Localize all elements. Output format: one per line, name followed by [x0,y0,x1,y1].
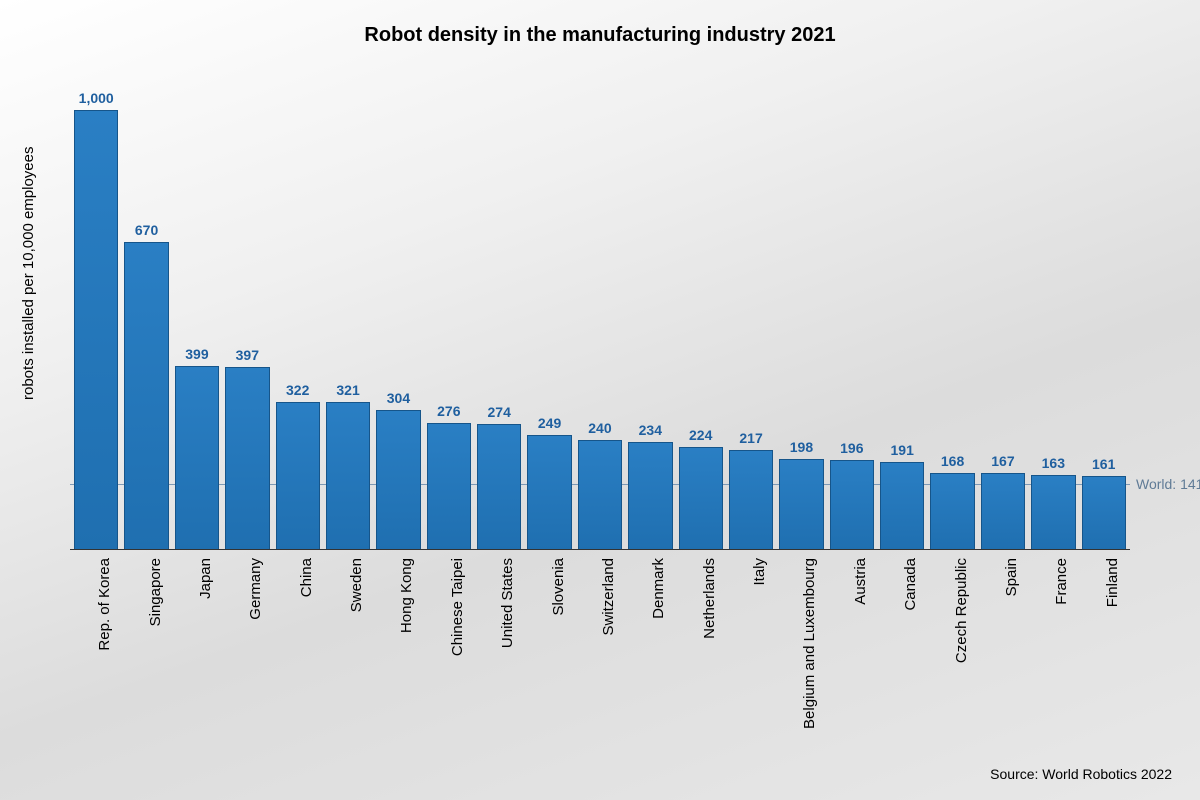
bar [427,423,471,550]
bar [1031,475,1075,550]
bar-value-label: 161 [1092,456,1115,472]
bar [679,447,723,550]
bar [578,440,622,550]
x-axis-label: Czech Republic [930,552,974,732]
x-axis-label: Italy [729,552,773,732]
bar-value-label: 198 [790,439,813,455]
bar [830,460,874,550]
bar [175,366,219,550]
bar-wrap: 321 [326,90,370,550]
bar-wrap: 1,000 [74,90,118,550]
x-axis-label: Sweden [326,552,370,732]
x-axis-label: Slovenia [527,552,571,732]
bar-value-label: 224 [689,427,712,443]
world-reference-label: World: 141 [1136,476,1200,492]
x-axis-label: Rep. of Korea [74,552,118,732]
bar-wrap: 274 [477,90,521,550]
y-axis-label: robots installed per 10,000 employees [20,147,37,401]
x-axis-label: Hong Kong [376,552,420,732]
x-axis-label: Spain [981,552,1025,732]
bar-wrap: 196 [830,90,874,550]
x-axis-label: Germany [225,552,269,732]
x-axis-label: China [276,552,320,732]
bar-wrap: 163 [1031,90,1075,550]
bar-wrap: 304 [376,90,420,550]
x-axis-label: Canada [880,552,924,732]
bar-value-label: 196 [840,440,863,456]
bar [225,367,269,550]
bar-wrap: 168 [930,90,974,550]
bar-value-label: 321 [336,382,359,398]
bar-value-label: 274 [488,404,511,420]
x-axis-label: Finland [1082,552,1126,732]
chart-title: Robot density in the manufacturing indus… [0,0,1200,47]
bar [527,435,571,550]
bar [729,450,773,550]
bar-value-label: 322 [286,382,309,398]
bar [74,110,118,550]
bar-value-label: 240 [588,420,611,436]
bar-wrap: 161 [1082,90,1126,550]
x-axis-label: Netherlands [679,552,723,732]
source-attribution: Source: World Robotics 2022 [990,766,1172,782]
x-axis-label: Japan [175,552,219,732]
bar-wrap: 249 [527,90,571,550]
bar-wrap: 397 [225,90,269,550]
bar-value-label: 1,000 [79,90,114,106]
bar [779,459,823,550]
bar-value-label: 217 [739,430,762,446]
bar-wrap: 167 [981,90,1025,550]
bar [1082,476,1126,550]
bar-value-label: 163 [1042,455,1065,471]
bar-wrap: 240 [578,90,622,550]
bar [326,402,370,550]
x-axis-label: France [1031,552,1075,732]
x-axis-label: Denmark [628,552,672,732]
x-axis-label: Austria [830,552,874,732]
bar [880,462,924,550]
bar-value-label: 304 [387,390,410,406]
x-axis-label: Chinese Taipei [427,552,471,732]
bar [930,473,974,550]
bar [981,473,1025,550]
bar [477,424,521,550]
x-axis-label: United States [477,552,521,732]
bar-wrap: 399 [175,90,219,550]
bar-wrap: 234 [628,90,672,550]
bar-value-label: 249 [538,415,561,431]
x-axis-labels: Rep. of KoreaSingaporeJapanGermanyChinaS… [70,552,1130,732]
bar-wrap: 224 [679,90,723,550]
bar-wrap: 276 [427,90,471,550]
bar-value-label: 167 [991,453,1014,469]
bar-value-label: 191 [891,442,914,458]
bar [124,242,168,550]
bar [376,410,420,550]
bar-value-label: 670 [135,222,158,238]
x-axis-label: Belgium and Luxembourg [779,552,823,732]
bar-value-label: 276 [437,403,460,419]
bars-container: 1,000 670 399 397 322 321 304 276 274 249 240 234 22… [70,90,1130,550]
bar-wrap: 670 [124,90,168,550]
bar-value-label: 397 [236,347,259,363]
x-axis-label: Singapore [124,552,168,732]
bar-wrap: 198 [779,90,823,550]
x-axis-baseline [70,549,1130,550]
bar [276,402,320,550]
bar-value-label: 234 [639,422,662,438]
bar [628,442,672,550]
plot-area: World: 141 1,000670399397322321304276274… [70,90,1130,550]
x-axis-label: Switzerland [578,552,622,732]
bar-wrap: 191 [880,90,924,550]
bar-wrap: 217 [729,90,773,550]
bar-wrap: 322 [276,90,320,550]
bar-value-label: 399 [185,346,208,362]
bar-value-label: 168 [941,453,964,469]
